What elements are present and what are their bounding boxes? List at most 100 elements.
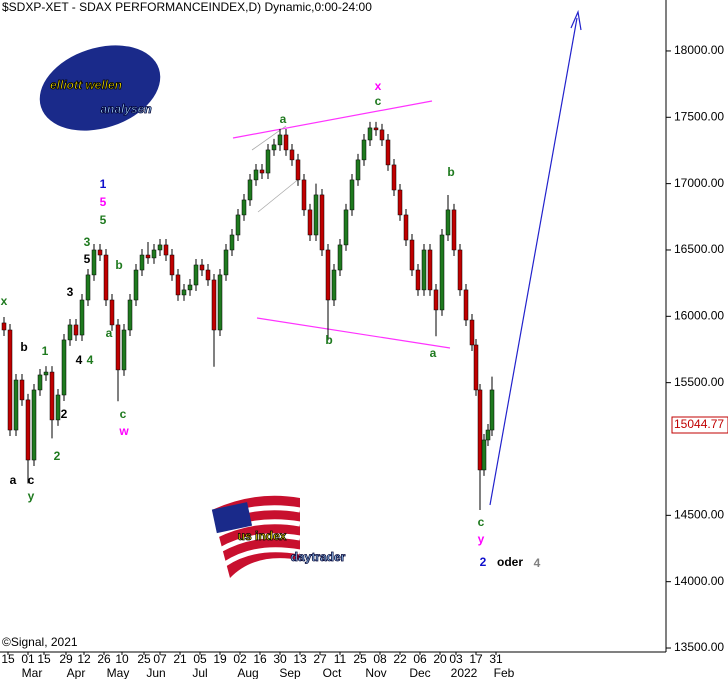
wave-label: 3 bbox=[84, 235, 91, 249]
wave-label: b bbox=[325, 333, 332, 347]
logo-text: us index bbox=[238, 529, 287, 543]
x-tick-label: 19 bbox=[213, 652, 227, 666]
month-label: Aug bbox=[237, 666, 258, 679]
candle-body bbox=[133, 269, 139, 301]
candle-body bbox=[427, 249, 433, 291]
wave-label: 4 bbox=[76, 353, 83, 367]
candle-body bbox=[397, 189, 403, 216]
x-tick-label: 13 bbox=[293, 652, 307, 666]
wave-label: c bbox=[375, 94, 382, 108]
wave-label: b bbox=[20, 340, 27, 354]
y-tick-label: 16500.00 bbox=[674, 242, 724, 256]
wave-label: 5 bbox=[84, 252, 91, 266]
candle-body bbox=[91, 249, 97, 276]
candle-body bbox=[289, 149, 295, 161]
candle-body bbox=[433, 289, 439, 311]
candle-body bbox=[409, 239, 415, 271]
wave-label: a bbox=[106, 326, 113, 340]
candle-body bbox=[415, 269, 421, 291]
candle-body bbox=[103, 254, 109, 301]
x-tick-label: 12 bbox=[77, 652, 91, 666]
candle-body bbox=[319, 194, 325, 251]
y-tick-label: 14500.00 bbox=[674, 508, 724, 522]
candle-body bbox=[307, 209, 313, 236]
x-tick-label: 06 bbox=[413, 652, 427, 666]
candle-body bbox=[31, 389, 37, 461]
candle-body bbox=[121, 329, 127, 371]
x-tick-label: 08 bbox=[373, 652, 387, 666]
logo-canton bbox=[211, 502, 253, 534]
candle-body bbox=[187, 284, 193, 291]
wave-label: 2 bbox=[54, 449, 61, 463]
candle-body bbox=[481, 439, 487, 471]
candle-body bbox=[457, 249, 463, 291]
x-tick-label: 27 bbox=[313, 652, 327, 666]
candle-body bbox=[163, 244, 169, 256]
candle-body bbox=[145, 254, 151, 259]
candle-body bbox=[301, 179, 307, 211]
candle-body bbox=[211, 279, 217, 331]
candle-body bbox=[253, 169, 259, 181]
x-tick-label: 05 bbox=[193, 652, 207, 666]
y-tick-label: 18000.00 bbox=[674, 43, 724, 57]
forecast-arrow bbox=[489, 17, 578, 506]
candle-body bbox=[151, 249, 157, 259]
wave-label: w bbox=[118, 424, 129, 438]
logo-elliott: elliott wellen analysen bbox=[39, 45, 161, 131]
wave-label: 4 bbox=[87, 353, 94, 367]
candle-body bbox=[43, 371, 49, 376]
candle-body bbox=[331, 269, 337, 301]
month-label: Apr bbox=[67, 666, 86, 679]
candle-body bbox=[463, 289, 469, 321]
arrow-head bbox=[570, 9, 582, 31]
candle-body bbox=[451, 209, 457, 251]
candle-body bbox=[259, 169, 265, 174]
candle-body bbox=[7, 329, 13, 431]
month-label: 2022 bbox=[451, 666, 478, 679]
logo-stripes bbox=[210, 505, 301, 567]
candle-body bbox=[469, 319, 475, 346]
candle-body bbox=[485, 429, 491, 441]
x-tick-label: 22 bbox=[393, 652, 407, 666]
candle-body bbox=[477, 389, 483, 471]
candle-body bbox=[361, 139, 367, 161]
wave-label: b bbox=[115, 258, 122, 272]
price-box bbox=[671, 416, 728, 434]
candle-body bbox=[271, 144, 277, 151]
channel-line bbox=[256, 317, 451, 349]
candle-body bbox=[169, 254, 175, 276]
candle-body bbox=[115, 324, 121, 371]
candle-body bbox=[445, 209, 451, 236]
candle-body bbox=[61, 339, 67, 396]
y-tick-label: 15500.00 bbox=[674, 375, 724, 389]
copyright: ©Signal, 2021 bbox=[2, 635, 78, 649]
x-tick-label: 11 bbox=[334, 652, 347, 666]
wave-label: 2 bbox=[480, 555, 487, 569]
candle-body bbox=[127, 299, 133, 331]
x-tick-label: 29 bbox=[59, 652, 73, 666]
last-price: 15044.77 bbox=[674, 417, 724, 431]
candle-body bbox=[85, 274, 91, 301]
candle-body bbox=[421, 249, 427, 291]
candle-body bbox=[277, 134, 283, 146]
y-tick-label: 16000.00 bbox=[674, 308, 724, 322]
candle-body bbox=[55, 394, 61, 421]
wave-label: 4 bbox=[534, 556, 541, 570]
candle-body bbox=[229, 234, 235, 251]
month-label: Jul bbox=[192, 666, 207, 679]
x-tick-label: 30 bbox=[273, 652, 287, 666]
wave-label: x bbox=[1, 294, 8, 308]
x-tick-label: 15 bbox=[37, 652, 51, 666]
candle-body bbox=[205, 269, 211, 281]
wave-label: a bbox=[280, 112, 287, 126]
x-tick-label: 10 bbox=[115, 652, 129, 666]
candle-body bbox=[139, 254, 145, 271]
candle-body bbox=[1, 322, 7, 331]
y-tick-label: 17000.00 bbox=[674, 176, 724, 190]
month-label: Oct bbox=[323, 666, 342, 679]
candle-body bbox=[223, 249, 229, 276]
candle-body bbox=[109, 299, 115, 326]
wave-label: y bbox=[478, 532, 485, 546]
candle-body bbox=[49, 371, 55, 421]
